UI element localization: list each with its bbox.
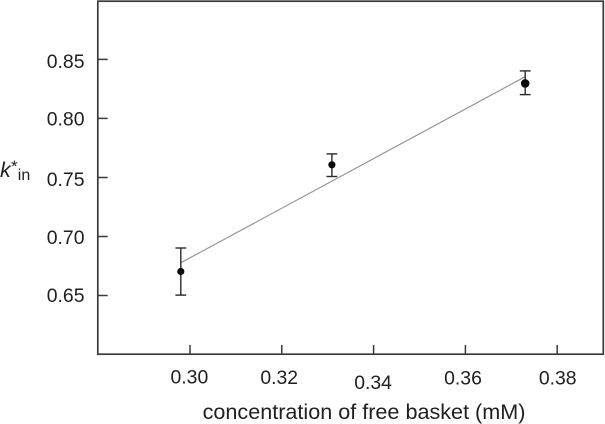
svg-text:in: in	[18, 167, 30, 184]
svg-text:0.65: 0.65	[47, 285, 85, 307]
svg-text:*: *	[11, 157, 18, 176]
svg-text:0.80: 0.80	[47, 109, 85, 131]
svg-text:0.36: 0.36	[444, 368, 482, 390]
svg-text:0.38: 0.38	[539, 367, 577, 389]
svg-text:0.34: 0.34	[354, 372, 392, 394]
svg-text:0.70: 0.70	[47, 227, 85, 249]
svg-text:0.75: 0.75	[47, 169, 85, 191]
svg-text:0.32: 0.32	[260, 367, 298, 389]
svg-text:0.30: 0.30	[171, 366, 209, 388]
svg-text:concentration of free basket (: concentration of free basket (mM)	[203, 399, 526, 424]
svg-text:0.85: 0.85	[47, 51, 85, 73]
svg-text:k: k	[0, 158, 12, 182]
